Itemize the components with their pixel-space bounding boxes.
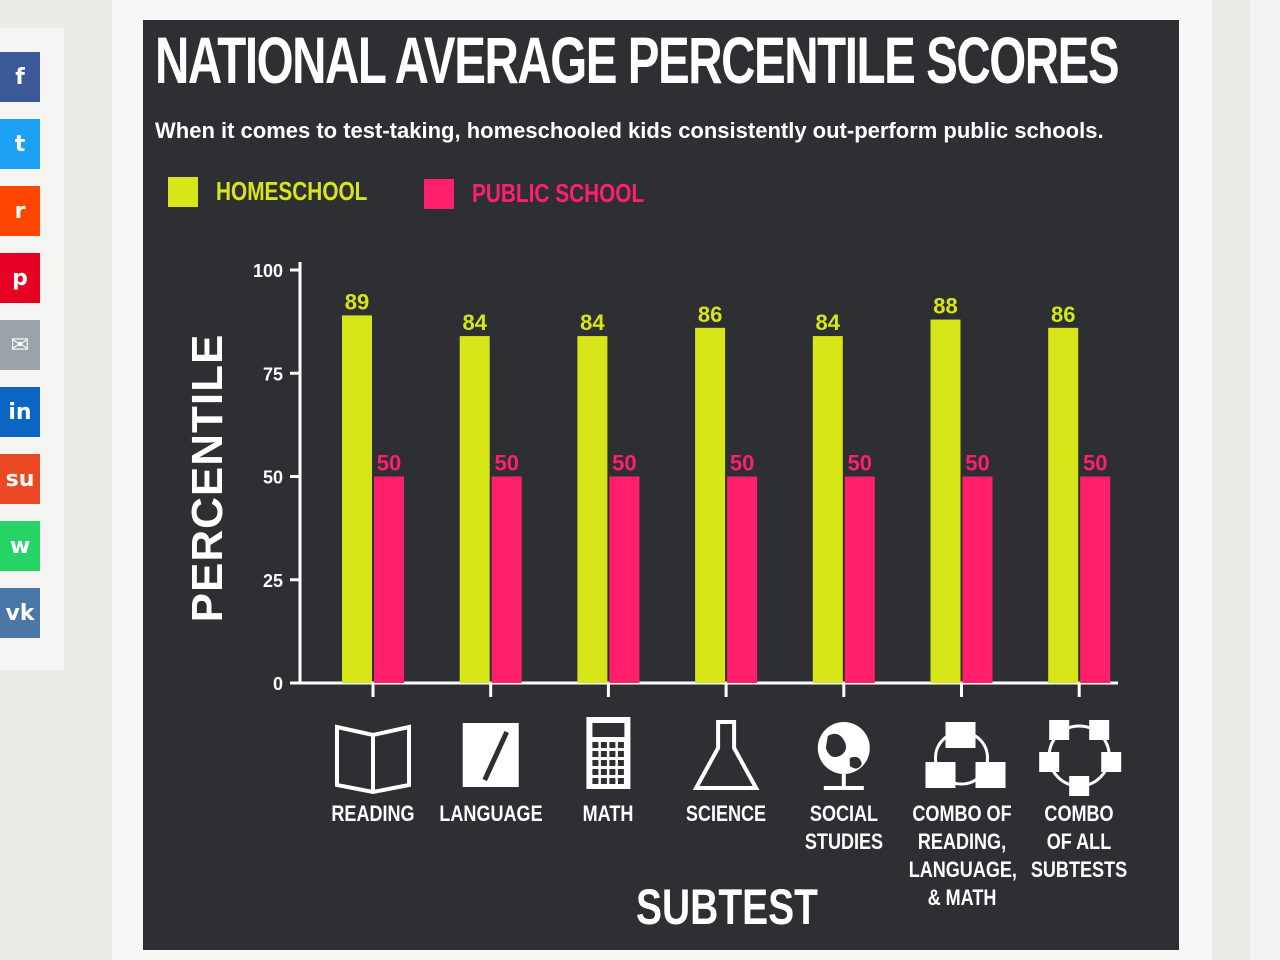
bar-value-label: 89 [345, 289, 369, 314]
bar-value-label: 86 [1051, 302, 1075, 327]
facebook-icon: f [15, 64, 25, 90]
public-school-bar [727, 476, 758, 683]
book-icon [335, 724, 411, 795]
bar-value-label: 50 [965, 451, 989, 476]
homeschool-bar [812, 336, 843, 683]
legend-label-public-school: PUBLIC SCHOOL [472, 178, 645, 208]
reddit-share-button[interactable]: r [0, 186, 40, 236]
email-icon: ✉ [10, 332, 30, 358]
bar-value-label: 84 [580, 310, 605, 335]
bar-value-label: 50 [730, 451, 754, 476]
legend-label-homeschool: HOMESCHOOL [216, 176, 368, 206]
stumbleupon-share-button[interactable]: su [0, 454, 40, 504]
whatsapp-share-button[interactable]: w [0, 521, 40, 571]
bar-value-label: 50 [377, 451, 401, 476]
calculator-icon [586, 717, 631, 789]
legend-swatch-homeschool [168, 176, 198, 207]
public-school-bar [844, 476, 875, 683]
notepad-pen-icon [462, 723, 519, 787]
category-label: COMBO OF READING, LANGUAGE, & MATH [908, 801, 1017, 910]
vk-share-button[interactable]: vk [0, 588, 40, 638]
y-tick-label-100: 100 [253, 261, 283, 281]
chart-title: NATIONAL AVERAGE PERCENTILE SCORES [155, 23, 1120, 97]
combo-reading-language-math-icon [925, 722, 1006, 788]
globe-icon [817, 722, 870, 790]
public-school-bar [962, 476, 993, 683]
bar-value-label: 50 [494, 451, 518, 476]
legend-item-public-school: PUBLIC SCHOOL [424, 178, 687, 209]
public-school-bar [609, 476, 640, 683]
right-edge [1250, 0, 1280, 960]
homeschool-bar [577, 336, 608, 683]
homeschool-bar [1048, 327, 1079, 683]
vk-icon: vk [5, 600, 35, 626]
public-school-bar [1080, 476, 1111, 683]
share-bar: f t r p ✉ in su w vk [0, 52, 40, 655]
stumbleupon-icon: su [5, 466, 35, 492]
infographic-panel [143, 20, 1179, 950]
bar-value-label: 50 [612, 451, 636, 476]
twitter-share-button[interactable]: t [0, 119, 40, 169]
category-label: READING [331, 801, 415, 826]
x-axis-label: SUBTEST [635, 879, 819, 935]
whatsapp-icon: w [9, 533, 31, 559]
legend-item-homeschool: HOMESCHOOL [168, 176, 405, 207]
linkedin-icon: in [8, 399, 32, 425]
chart-subtitle: When it comes to test-taking, homeschool… [155, 118, 1104, 143]
bar-value-label: 86 [698, 302, 722, 327]
combo-all-subtests-icon [1039, 720, 1122, 796]
bar-value-label: 50 [1083, 451, 1107, 476]
flask-icon [692, 720, 760, 790]
y-tick-label-50: 50 [263, 468, 283, 488]
category-label: LANGUAGE [439, 801, 543, 826]
pinterest-share-button[interactable]: p [0, 253, 40, 303]
email-share-button[interactable]: ✉ [0, 320, 40, 370]
category-label: SCIENCE [685, 801, 767, 826]
homeschool-bar [695, 327, 726, 683]
pinterest-icon: p [12, 265, 28, 291]
homeschool-bar [459, 336, 490, 683]
homeschool-bar [342, 315, 372, 683]
facebook-share-button[interactable]: f [0, 52, 40, 102]
y-tick-label-0: 0 [273, 674, 283, 694]
y-tick-label-75: 75 [263, 364, 283, 384]
reddit-icon: r [14, 198, 26, 224]
legend-swatch-public-school [424, 178, 454, 209]
category-label: SOCIAL STUDIES [804, 801, 883, 854]
category-label: COMBO OF ALL SUBTESTS [1031, 801, 1128, 882]
linkedin-share-button[interactable]: in [0, 387, 40, 437]
y-tick-label-25: 25 [263, 571, 283, 591]
bar-value-label: 88 [933, 294, 957, 319]
twitter-icon: t [14, 131, 26, 157]
category-label: MATH [582, 801, 634, 826]
public-school-bar [374, 476, 404, 683]
bar-value-label: 50 [848, 451, 872, 476]
bar-value-label: 84 [816, 310, 841, 335]
bar-value-label: 84 [462, 310, 487, 335]
public-school-bar [491, 476, 522, 683]
homeschool-bar [930, 319, 961, 683]
